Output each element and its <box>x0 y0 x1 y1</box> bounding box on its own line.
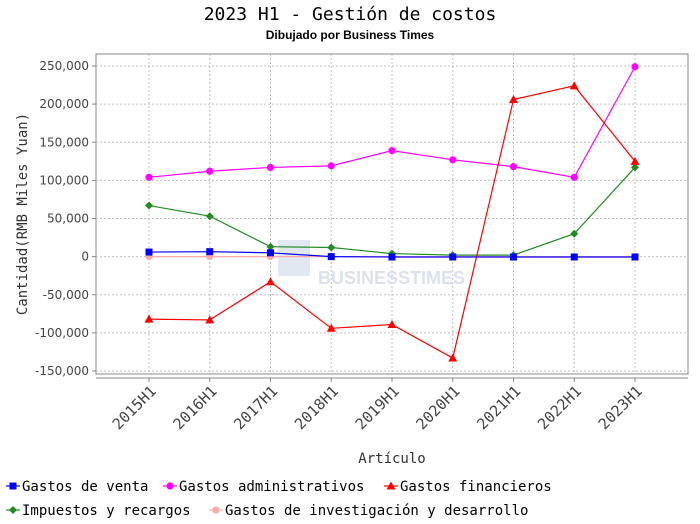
x-axis-ticks: 2015H1 2016H1 2017H1 2018H1 2019H1 2020H1 2021… <box>109 378 646 433</box>
legend-item-5: Gastos de investigación y desarrollo <box>209 503 528 519</box>
x-tick-label: 2022H1 <box>534 382 585 433</box>
legend-label: Gastos de venta <box>22 479 148 495</box>
data-point <box>266 163 275 172</box>
x-tick-label: 2021H1 <box>473 382 524 433</box>
series-group <box>144 63 640 362</box>
legend-label: Gastos de investigación y desarrollo <box>225 503 528 519</box>
y-axis-label: Cantidad(RMB Miles Yuan) <box>15 113 31 315</box>
data-point <box>388 253 396 261</box>
data-point <box>206 167 214 175</box>
legend-marker <box>9 506 17 514</box>
x-tick-label: 2015H1 <box>109 382 160 433</box>
legend-marker <box>212 506 220 514</box>
data-point <box>569 81 579 90</box>
data-point <box>631 253 639 261</box>
y-tick-label: 250,000 <box>39 59 89 73</box>
x-tick-label: 2016H1 <box>170 382 221 433</box>
legend-marker <box>166 482 174 490</box>
data-point <box>570 229 579 238</box>
data-point <box>448 353 458 362</box>
y-tick-label: -50,000 <box>43 288 89 302</box>
data-point <box>144 314 154 323</box>
y-tick-label: -150,000 <box>35 364 89 378</box>
legend-label: Gastos administrativos <box>179 479 364 495</box>
chart-subtitle: Dibujado por Business Times <box>266 28 435 42</box>
data-point <box>570 173 578 181</box>
y-tick-label: 100,000 <box>39 173 89 187</box>
data-point <box>327 243 336 252</box>
watermark-text: BUSINESSTIMES <box>318 268 465 288</box>
watermark: BUSINESSTIMES <box>278 240 465 288</box>
y-tick-label: 150,000 <box>39 135 89 149</box>
watermark-logo-block <box>278 240 310 276</box>
x-tick-label: 2018H1 <box>291 382 342 433</box>
data-point <box>145 248 153 256</box>
legend: Gastos de venta Gastos administrativos Gas… <box>6 479 552 519</box>
legend-marker <box>386 481 396 490</box>
legend-item-2: Gastos administrativos <box>163 479 364 495</box>
y-tick-label: 50,000 <box>47 212 89 226</box>
x-axis-label: Artículo <box>358 451 425 467</box>
data-point <box>570 253 578 261</box>
data-point <box>509 163 518 171</box>
y-tick-label: -100,000 <box>35 326 89 340</box>
data-point <box>206 248 214 256</box>
data-point <box>510 253 517 261</box>
data-point <box>205 315 215 324</box>
x-tick-label: 2023H1 <box>595 382 646 433</box>
data-point <box>387 319 397 328</box>
data-point <box>631 163 639 172</box>
series-1 <box>145 248 639 261</box>
data-point <box>326 323 336 332</box>
data-point <box>509 95 518 104</box>
data-point <box>267 249 274 257</box>
data-point <box>630 156 640 165</box>
legend-item-3: Gastos financieros <box>384 479 552 495</box>
data-point <box>388 147 396 155</box>
legend-marker <box>9 482 17 490</box>
legend-label: Impuestos y recargos <box>22 503 191 519</box>
data-point <box>449 156 457 164</box>
data-point <box>631 63 639 71</box>
legend-item-4: Impuestos y recargos <box>6 503 191 519</box>
data-point <box>266 242 275 251</box>
x-tick-label: 2020H1 <box>413 382 464 433</box>
legend-item-1: Gastos de venta <box>6 479 148 495</box>
x-tick-label: 2017H1 <box>230 382 281 433</box>
y-axis-ticks: -150,000 -100,000 -50,000 0 50,000 100,000 150… <box>35 59 96 378</box>
legend-label: Gastos financieros <box>400 479 552 495</box>
data-point <box>205 212 214 221</box>
y-tick-label: 200,000 <box>39 97 89 111</box>
series-2 <box>145 63 639 181</box>
x-tick-label: 2019H1 <box>352 382 403 433</box>
data-point <box>449 253 457 261</box>
data-point <box>145 173 153 181</box>
data-point <box>145 201 153 210</box>
data-point <box>266 277 275 286</box>
data-point <box>327 162 335 170</box>
chart-title: 2023 H1 - Gestión de costos <box>204 4 497 25</box>
y-tick-label: 0 <box>81 250 89 264</box>
series-3 <box>144 81 640 362</box>
data-point <box>327 253 335 261</box>
